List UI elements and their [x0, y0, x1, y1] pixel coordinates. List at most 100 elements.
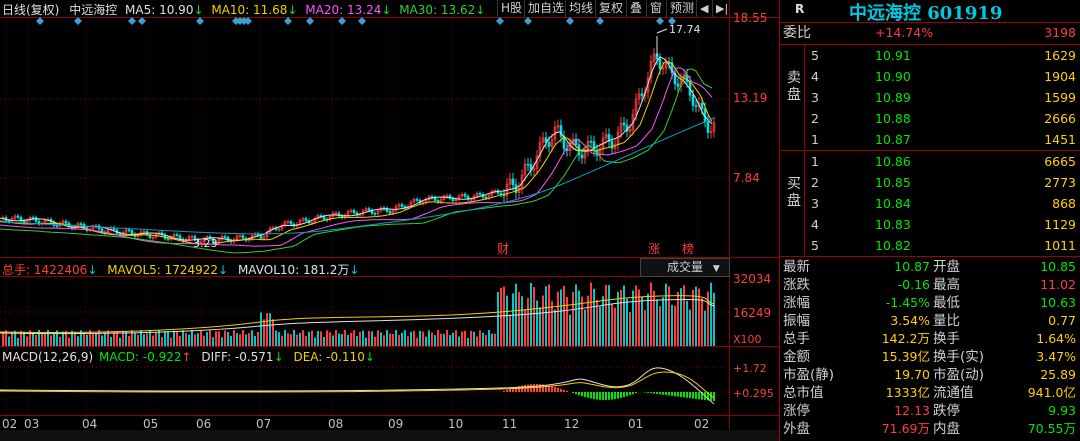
candle [367, 208, 371, 211]
volume-bar [20, 330, 22, 346]
signal-diamond-icon[interactable] [74, 17, 82, 25]
adjust-button[interactable]: 复权 [595, 0, 626, 17]
volume-bar [578, 290, 580, 346]
volume-bar [611, 303, 613, 346]
volume-bar [674, 305, 676, 346]
signal-diamond-icon[interactable] [196, 17, 204, 25]
signal-diamond-icon[interactable] [128, 17, 136, 25]
buy-level-row[interactable]: 4 10.83 1129 [779, 215, 1080, 235]
volume-bar [533, 287, 535, 346]
sell-level-row[interactable]: 1 10.87 1451 [779, 130, 1080, 150]
prev-arrow-icon[interactable]: ◀ [696, 0, 711, 17]
window-button[interactable]: 窗 [646, 0, 665, 17]
signal-diamond-icon[interactable] [596, 17, 604, 25]
dea-line [0, 371, 715, 399]
signal-diamond-icon[interactable] [496, 17, 504, 25]
signal-diamond-icon[interactable] [244, 17, 252, 25]
volume-bar [386, 330, 388, 346]
volume-bar [347, 334, 349, 346]
volume-bar [701, 298, 703, 346]
overlay-button[interactable]: 叠 [626, 0, 645, 17]
sell-level-row[interactable]: 4 10.90 1904 [779, 67, 1080, 87]
volume-bar [692, 289, 694, 346]
volume-bar [191, 330, 193, 346]
candle [118, 233, 122, 236]
volume-bar [59, 336, 61, 346]
indicator-dropdown[interactable]: 成交量 ▼ [640, 258, 730, 277]
candle [178, 235, 182, 240]
volume-bar [239, 334, 241, 346]
buy-level-row[interactable]: 5 10.82 1011 [779, 236, 1080, 256]
buy-price: 10.82 [875, 238, 911, 253]
macd-bar [686, 392, 688, 398]
candle [394, 205, 398, 211]
candle [709, 130, 713, 133]
volume-axis-top: 32034 [733, 272, 771, 286]
volume-bar [98, 330, 100, 346]
sell-level-row[interactable]: 2 10.88 2666 [779, 109, 1080, 129]
volume-bar [314, 337, 316, 346]
signal-diamond-icon[interactable] [284, 17, 292, 25]
volume-bar [707, 291, 709, 346]
candle [553, 126, 557, 140]
signal-diamond-icon[interactable] [306, 17, 314, 25]
macd-bar [620, 392, 622, 398]
candle [661, 67, 665, 70]
signal-diamond-icon[interactable] [668, 17, 676, 25]
signal-diamond-icon[interactable] [656, 17, 664, 25]
candle [130, 230, 134, 235]
stat-value: 11.02 [1040, 277, 1076, 292]
kline-chart[interactable]: 17.74 3.23 财 涨 榜 18.55 13.19 7.84 32034 … [0, 0, 779, 441]
sell-level: 5 [811, 48, 819, 63]
volume-bar [398, 334, 400, 346]
candle [304, 218, 308, 221]
macd-bar [566, 390, 568, 392]
weibi-label: 委比 [783, 25, 811, 41]
candle [547, 142, 551, 147]
h-share-button[interactable]: H股 [497, 0, 525, 17]
collapse-panel-icon[interactable]: ▶| [712, 0, 731, 17]
signal-diamond-icon[interactable] [36, 17, 44, 25]
volume-bar [473, 331, 475, 346]
add-favorite-button[interactable]: 加自选 [524, 0, 567, 17]
volume-bar [233, 330, 235, 346]
mavol10-line [0, 298, 715, 335]
ma10-line [0, 61, 713, 245]
signal-diamond-icon[interactable] [338, 17, 346, 25]
volume-bar [299, 333, 301, 346]
ma-line-button[interactable]: 均线 [565, 0, 596, 17]
volume-bar [575, 284, 577, 346]
signal-diamond-icon[interactable] [566, 17, 574, 25]
signal-diamond-icon[interactable] [358, 17, 366, 25]
signal-diamond-icon[interactable] [138, 17, 146, 25]
volume-bar [173, 330, 175, 346]
buy-level-row[interactable]: 1 10.86 6665 [779, 152, 1080, 172]
buy-level-row[interactable]: 2 10.85 2773 [779, 173, 1080, 193]
volume-bar [560, 289, 562, 346]
event-fin-marker[interactable]: 财 [497, 242, 509, 256]
buy-level-row[interactable]: 3 10.84 868 [779, 194, 1080, 214]
event-zhang-marker[interactable]: 涨 [648, 241, 660, 256]
volume-bar [107, 330, 109, 346]
volume-bar [206, 332, 208, 346]
volume-bar [215, 331, 217, 346]
forecast-button[interactable]: 预测 [666, 0, 697, 17]
period-label[interactable]: 日线(复权) [2, 3, 60, 17]
month-label: 06 [196, 417, 211, 431]
sell-level-row[interactable]: 3 10.89 1599 [779, 88, 1080, 108]
signal-diamond-icon[interactable] [524, 17, 532, 25]
volume-bar [428, 330, 430, 346]
volume-bar [119, 337, 121, 346]
weibi-row: 委比 +14.74% 3198 [779, 23, 1080, 43]
event-bang-marker[interactable]: 榜 [682, 241, 694, 256]
sell-price: 10.88 [875, 111, 911, 126]
macd-bar [713, 392, 715, 402]
volume-bar [638, 289, 640, 346]
macd-bar [635, 392, 637, 394]
sell-level-row[interactable]: 5 10.91 1629 [779, 46, 1080, 66]
macd-bar [647, 392, 649, 393]
volume-bar [128, 336, 130, 346]
volume-bar [449, 335, 451, 346]
volume-bar [179, 335, 181, 346]
volume-total: 总手: 1422406 [2, 263, 88, 277]
